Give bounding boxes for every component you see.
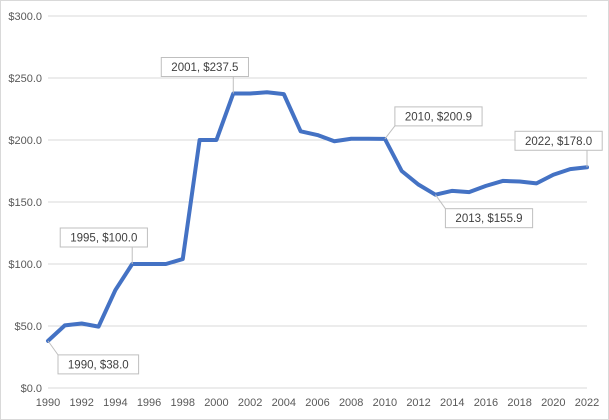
- data-callout: 2010, $200.9: [384, 106, 483, 140]
- y-tick-label: $250.0: [8, 73, 42, 85]
- data-point: [568, 167, 572, 171]
- series-layer: [46, 90, 589, 343]
- data-point: [400, 169, 404, 173]
- data-point: [551, 173, 555, 177]
- callout-leader: [384, 125, 396, 140]
- x-tick-label: 2020: [541, 397, 565, 409]
- data-point: [113, 288, 117, 292]
- data-point: [299, 129, 303, 133]
- callout-leader: [434, 194, 446, 209]
- data-point: [63, 323, 67, 327]
- x-tick-label: 2018: [507, 397, 531, 409]
- data-point: [248, 92, 252, 95]
- x-tick-label: 1994: [103, 397, 127, 409]
- x-tick-label: 2012: [406, 397, 430, 409]
- data-point: [349, 137, 353, 141]
- data-point: [366, 137, 370, 141]
- y-axis-tick-labels: $0.0 $50.0 $100.0 $150.0 $200.0 $250.0 $300.0: [8, 11, 42, 395]
- x-tick-label: 2022: [575, 397, 599, 409]
- data-point: [534, 181, 538, 185]
- callout-box: [514, 130, 603, 151]
- x-tick-label: 2002: [238, 397, 262, 409]
- gridlines: [48, 15, 587, 389]
- callout-box: [160, 57, 249, 77]
- callout-box: [394, 106, 483, 127]
- callout-label: 2022, $178.0: [525, 136, 592, 148]
- x-tick-label: 2008: [339, 397, 363, 409]
- y-tick-label: $0.0: [21, 383, 42, 395]
- data-point: [97, 325, 101, 329]
- data-point: [147, 262, 151, 266]
- data-callout: 2013, $155.9: [434, 194, 534, 229]
- y-tick-label: $150.0: [8, 197, 42, 209]
- callout-label: 1995, $100.0: [70, 233, 137, 245]
- data-point: [332, 139, 336, 143]
- x-tick-label: 2016: [474, 397, 498, 409]
- data-point: [198, 138, 202, 142]
- data-point: [80, 322, 84, 326]
- data-point: [417, 183, 421, 187]
- x-tick-label: 2014: [440, 397, 464, 409]
- x-tick-label: 2000: [204, 397, 228, 409]
- x-tick-label: 1992: [69, 397, 93, 409]
- data-point: [181, 257, 185, 261]
- data-point: [214, 138, 218, 142]
- x-tick-label: 2006: [305, 397, 329, 409]
- x-tick-label: 2010: [373, 397, 397, 409]
- data-callout: 2022, $178.0: [514, 130, 603, 168]
- data-point: [164, 262, 168, 266]
- x-tick-label: 2004: [272, 397, 296, 409]
- callout-box: [59, 227, 148, 248]
- y-tick-label: $200.0: [8, 135, 42, 147]
- x-tick-label: 1990: [36, 397, 60, 409]
- data-point: [501, 179, 505, 183]
- x-tick-label: 1996: [137, 397, 161, 409]
- data-point: [450, 189, 454, 193]
- data-point: [282, 92, 286, 96]
- callout-box: [444, 208, 534, 229]
- data-callouts: 1990, $38.0 1995, $100.0 2001, $237.5 2010,…: [47, 57, 603, 375]
- data-point: [265, 90, 269, 94]
- data-point: [484, 184, 488, 188]
- data-point: [518, 180, 522, 184]
- callout-label: 2010, $200.9: [405, 111, 472, 123]
- callout-leader: [47, 340, 59, 356]
- callout-box: [57, 354, 140, 375]
- callout-label: 1990, $38.0: [68, 359, 129, 371]
- callout-label: 2001, $237.5: [171, 62, 238, 74]
- data-callout: 1990, $38.0: [47, 340, 140, 375]
- y-tick-label: $300.0: [8, 11, 42, 23]
- y-tick-label: $50.0: [14, 321, 42, 333]
- x-tick-label: 1998: [171, 397, 195, 409]
- data-point: [316, 133, 319, 137]
- data-callout: 1995, $100.0: [59, 227, 148, 264]
- data-callout: 2001, $237.5: [160, 57, 249, 94]
- callout-label: 2013, $155.9: [455, 213, 522, 225]
- y-tick-label: $100.0: [8, 259, 42, 271]
- x-axis-tick-labels: 1990 1992 1994 1996 1998 2000 2002 2004 2006 2008…: [36, 397, 599, 409]
- data-point: [467, 190, 471, 194]
